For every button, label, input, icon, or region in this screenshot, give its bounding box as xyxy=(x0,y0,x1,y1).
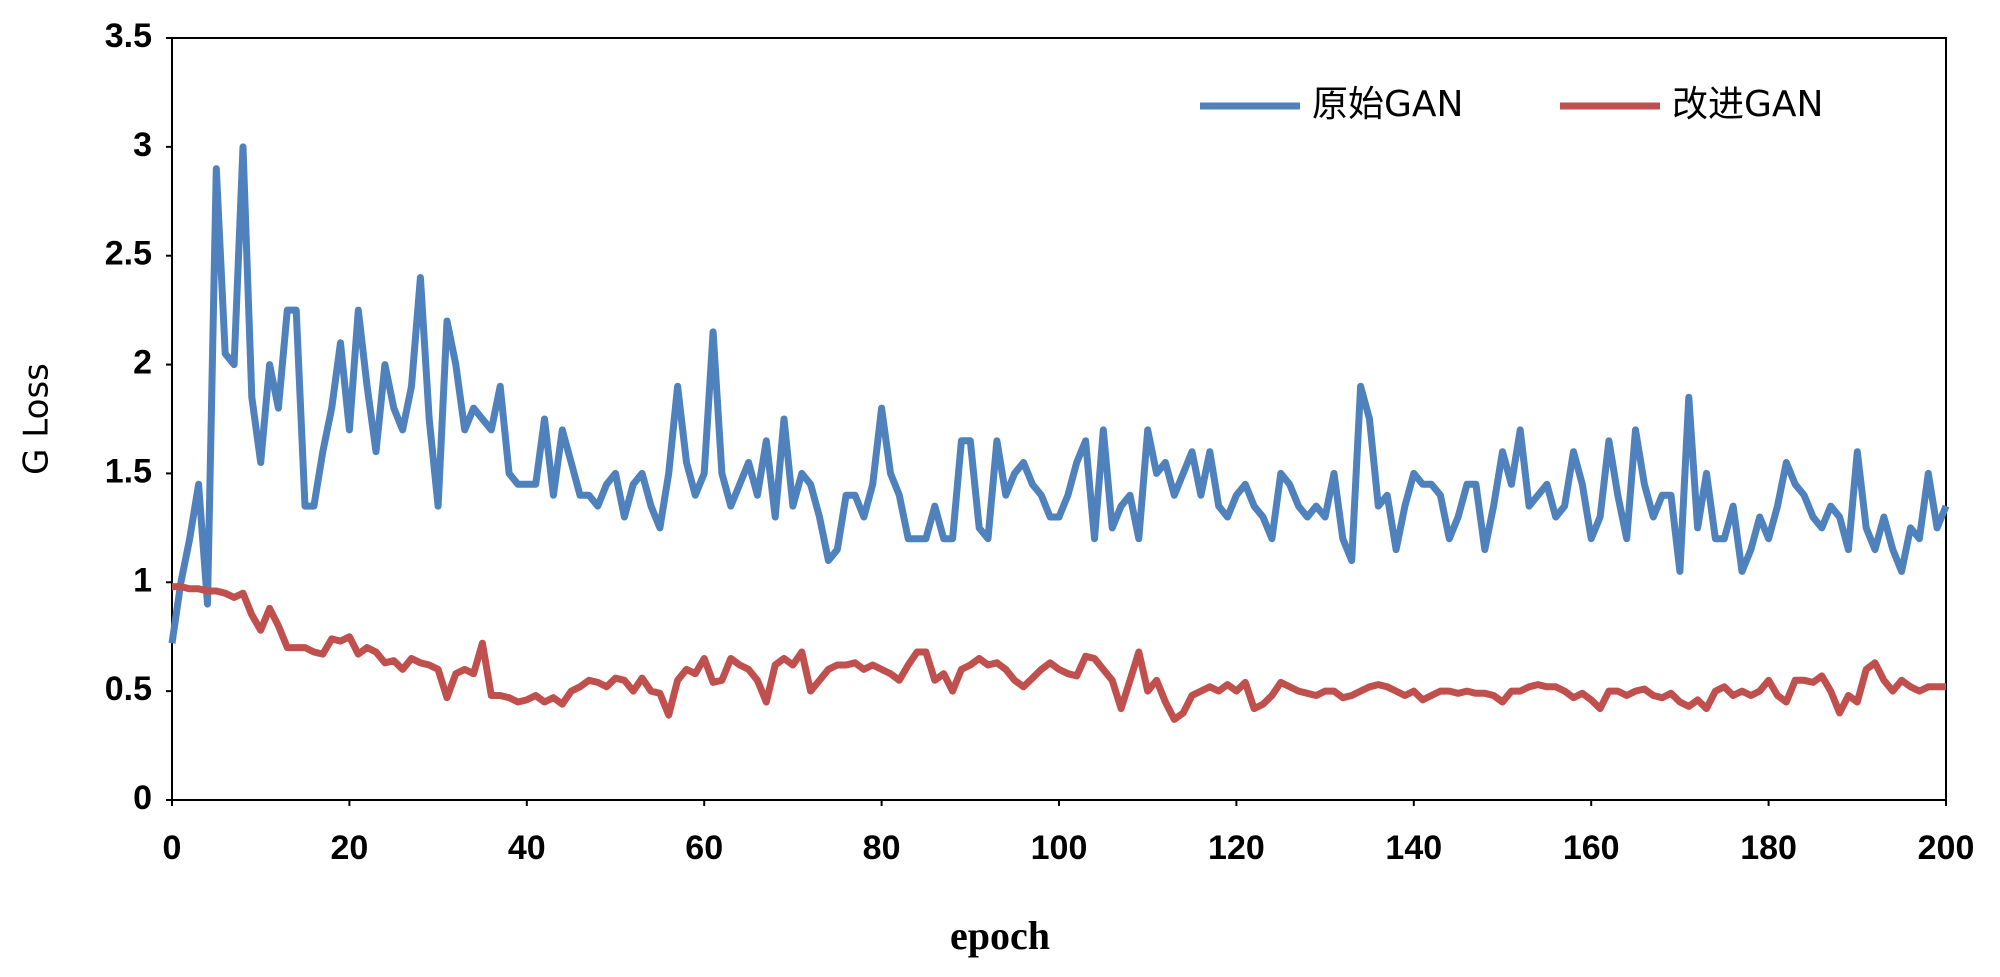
y-tick-label: 1.5 xyxy=(105,452,152,490)
legend-label: 原始GAN xyxy=(1312,84,1463,125)
x-tick-label: 200 xyxy=(1918,829,1975,867)
y-tick-label: 2 xyxy=(133,344,152,382)
data-line xyxy=(172,583,1946,723)
x-tick-label: 120 xyxy=(1208,829,1265,867)
y-tick-label: 1 xyxy=(133,561,152,599)
x-tick-label: 80 xyxy=(863,829,901,867)
x-tick-label: 60 xyxy=(685,829,723,867)
x-tick-label: 40 xyxy=(508,829,546,867)
y-tick-label: 0.5 xyxy=(105,670,152,708)
y-tick-label: 0 xyxy=(133,779,152,817)
y-tick-label: 3 xyxy=(133,126,152,164)
data-line xyxy=(168,143,1950,644)
legend-label: 改进GAN xyxy=(1672,84,1823,125)
x-tick-label: 160 xyxy=(1563,829,1620,867)
x-tick-label: 140 xyxy=(1385,829,1442,867)
y-tick-label: 3.5 xyxy=(105,17,152,55)
y-axis-label: G Loss xyxy=(17,363,57,475)
x-tick-label: 20 xyxy=(330,829,368,867)
x-tick-label: 0 xyxy=(163,829,182,867)
x-axis-label: epoch xyxy=(950,913,1050,958)
plot-frame xyxy=(171,37,1947,801)
x-tick-label: 180 xyxy=(1740,829,1797,867)
x-tick-label: 100 xyxy=(1031,829,1088,867)
y-tick-label: 2.5 xyxy=(105,235,152,273)
